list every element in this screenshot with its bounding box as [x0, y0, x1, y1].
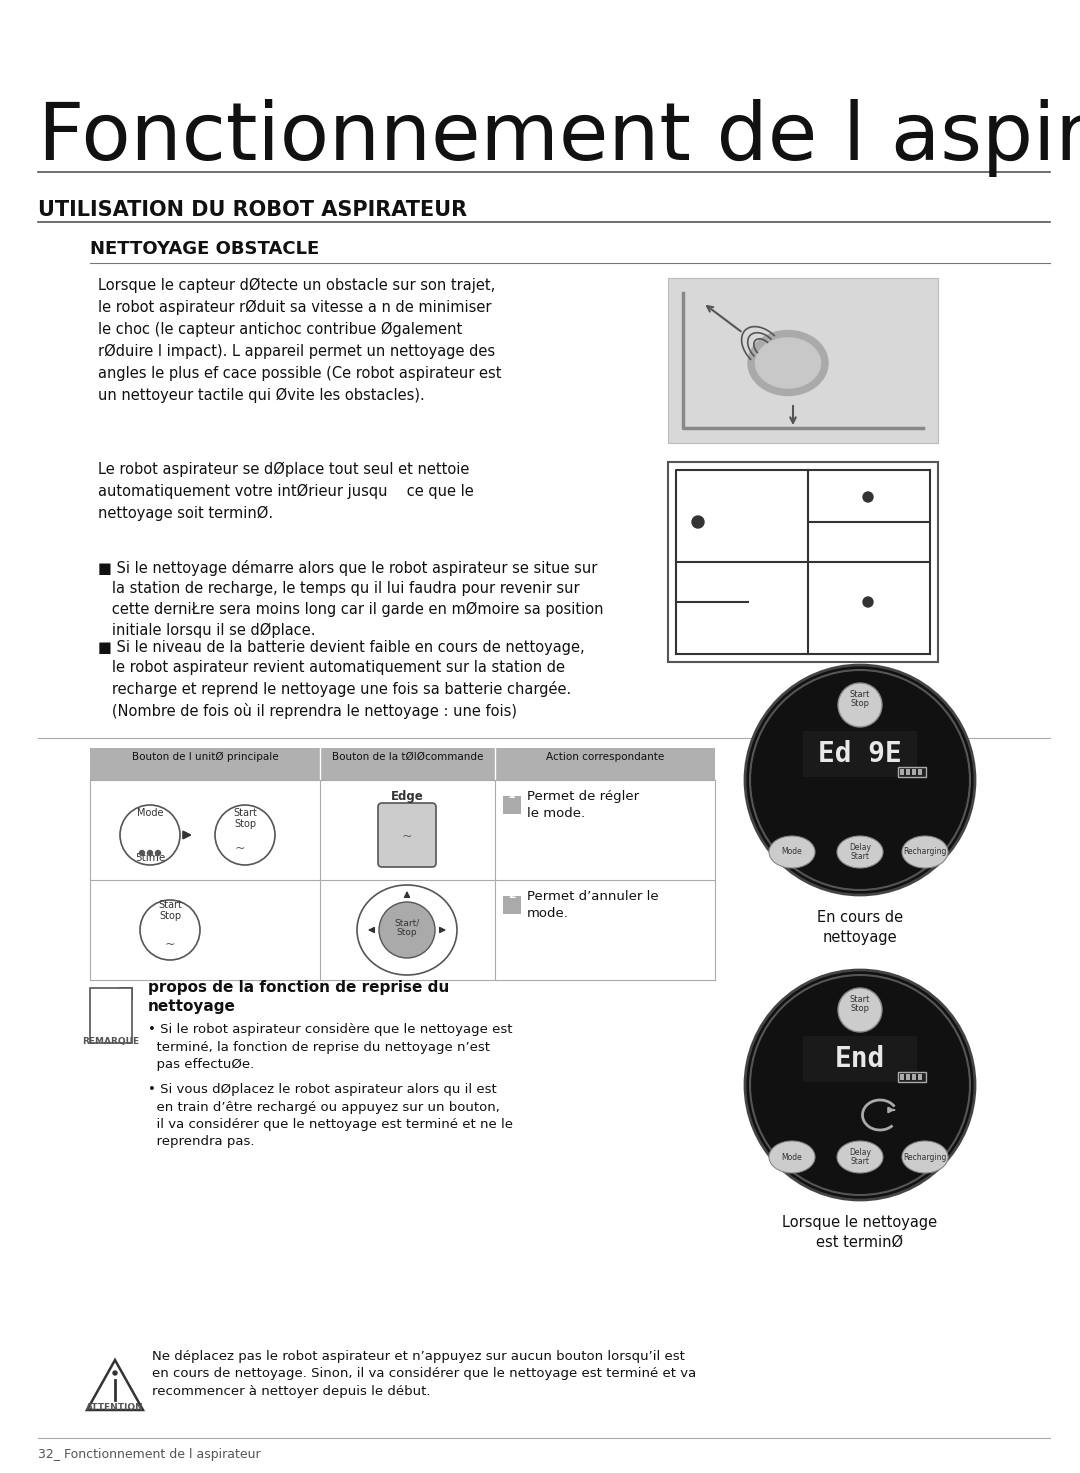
- Text: Fonctionnement de l aspirateu: Fonctionnement de l aspirateu: [38, 99, 1080, 177]
- Circle shape: [863, 492, 873, 502]
- FancyBboxPatch shape: [503, 795, 521, 815]
- Text: Start/
Stop: Start/ Stop: [394, 918, 420, 937]
- FancyBboxPatch shape: [378, 803, 436, 868]
- FancyBboxPatch shape: [906, 1074, 910, 1080]
- FancyBboxPatch shape: [897, 1072, 926, 1083]
- Text: 2: 2: [508, 890, 516, 900]
- FancyBboxPatch shape: [669, 463, 939, 661]
- FancyBboxPatch shape: [804, 731, 917, 776]
- Circle shape: [120, 806, 180, 865]
- Text: Recharging: Recharging: [903, 1152, 947, 1162]
- Circle shape: [838, 988, 882, 1033]
- Text: En cours de
nettoyage: En cours de nettoyage: [816, 910, 903, 944]
- FancyBboxPatch shape: [918, 769, 922, 775]
- Ellipse shape: [902, 1142, 948, 1173]
- Circle shape: [379, 901, 435, 957]
- Text: Mode: Mode: [782, 847, 802, 856]
- Text: ~: ~: [402, 829, 413, 843]
- Circle shape: [745, 971, 975, 1200]
- Text: 1: 1: [508, 790, 516, 800]
- Text: Mode: Mode: [782, 1152, 802, 1162]
- Ellipse shape: [756, 337, 821, 387]
- Ellipse shape: [902, 837, 948, 868]
- Circle shape: [692, 516, 704, 527]
- Circle shape: [140, 900, 200, 960]
- Text: propos de la fonction de reprise du
nettoyage: propos de la fonction de reprise du nett…: [148, 980, 449, 1013]
- FancyBboxPatch shape: [897, 767, 926, 776]
- Text: Permet de régler
le mode.: Permet de régler le mode.: [527, 790, 639, 820]
- Text: NETTOYAGE OBSTACLE: NETTOYAGE OBSTACLE: [90, 240, 320, 258]
- Text: UTILISATION DU ROBOT ASPIRATEUR: UTILISATION DU ROBOT ASPIRATEUR: [38, 200, 468, 219]
- Text: Start
Stop: Start Stop: [233, 809, 257, 829]
- FancyBboxPatch shape: [912, 1074, 916, 1080]
- Text: ~: ~: [234, 843, 245, 854]
- Circle shape: [215, 806, 275, 865]
- Circle shape: [148, 850, 152, 856]
- FancyBboxPatch shape: [918, 1074, 922, 1080]
- Text: Lorsque le capteur dØtecte un obstacle sur son trajet,
le robot aspirateur rØdui: Lorsque le capteur dØtecte un obstacle s…: [98, 278, 501, 404]
- Ellipse shape: [357, 885, 457, 975]
- Text: Ed 9E: Ed 9E: [819, 739, 902, 767]
- Circle shape: [113, 1371, 117, 1374]
- Text: End: End: [835, 1044, 886, 1072]
- Text: Bouton de la tØlØcommande: Bouton de la tØlØcommande: [332, 753, 483, 762]
- FancyBboxPatch shape: [503, 896, 521, 915]
- FancyBboxPatch shape: [912, 769, 916, 775]
- Text: ■ Si le nettoyage démarre alors que le robot aspirateur se situe sur
   la stati: ■ Si le nettoyage démarre alors que le r…: [98, 560, 604, 638]
- Text: Delay
Start: Delay Start: [849, 843, 870, 862]
- Ellipse shape: [837, 837, 883, 868]
- Ellipse shape: [769, 837, 815, 868]
- Text: 32_ Fonctionnement de l aspirateur: 32_ Fonctionnement de l aspirateur: [38, 1448, 260, 1461]
- Ellipse shape: [769, 1142, 815, 1173]
- Circle shape: [156, 850, 161, 856]
- Text: • Si le robot aspirateur considère que le nettoyage est
  terminé, la fonction d: • Si le robot aspirateur considère que l…: [148, 1024, 513, 1071]
- FancyBboxPatch shape: [906, 769, 910, 775]
- Ellipse shape: [837, 1142, 883, 1173]
- FancyBboxPatch shape: [669, 278, 939, 443]
- Text: Delay
Start: Delay Start: [849, 1147, 870, 1167]
- Text: Start
Stop: Start Stop: [850, 994, 870, 1013]
- Text: • Si vous dØplacez le robot aspirateur alors qu il est
  en train d’être recharg: • Si vous dØplacez le robot aspirateur a…: [148, 1083, 513, 1149]
- Text: ■ Si le niveau de la batterie devient faible en cours de nettoyage,
   le robot : ■ Si le niveau de la batterie devient fa…: [98, 639, 584, 719]
- Text: Start
Stop: Start Stop: [850, 689, 870, 709]
- Text: 5time: 5time: [135, 853, 165, 863]
- Text: ATTENTION: ATTENTION: [86, 1402, 144, 1413]
- Text: Action correspondante: Action correspondante: [545, 753, 664, 762]
- FancyBboxPatch shape: [90, 748, 715, 781]
- FancyBboxPatch shape: [900, 769, 904, 775]
- Text: Start
Stop: Start Stop: [158, 900, 181, 921]
- FancyBboxPatch shape: [804, 1036, 917, 1083]
- Text: REMARQUE: REMARQUE: [82, 1037, 139, 1046]
- Circle shape: [838, 683, 882, 728]
- Circle shape: [139, 850, 145, 856]
- Text: Mode: Mode: [137, 809, 163, 818]
- Circle shape: [745, 664, 975, 896]
- Text: Edge: Edge: [391, 790, 423, 803]
- Ellipse shape: [748, 330, 828, 395]
- FancyBboxPatch shape: [900, 1074, 904, 1080]
- Text: Bouton de l unitØ principale: Bouton de l unitØ principale: [132, 753, 279, 762]
- Text: ~: ~: [165, 938, 175, 952]
- Circle shape: [863, 597, 873, 607]
- Text: Permet d’annuler le
mode.: Permet d’annuler le mode.: [527, 890, 659, 921]
- Text: Lorsque le nettoyage
est terminØ: Lorsque le nettoyage est terminØ: [782, 1215, 937, 1249]
- Text: Le robot aspirateur se dØplace tout seul et nettoie
automatiquement votre intØri: Le robot aspirateur se dØplace tout seul…: [98, 463, 474, 521]
- FancyBboxPatch shape: [90, 988, 132, 1043]
- Text: Ne déplacez pas le robot aspirateur et n’appuyez sur aucun bouton lorsqu’il est
: Ne déplacez pas le robot aspirateur et n…: [152, 1349, 697, 1398]
- Text: Recharging: Recharging: [903, 847, 947, 856]
